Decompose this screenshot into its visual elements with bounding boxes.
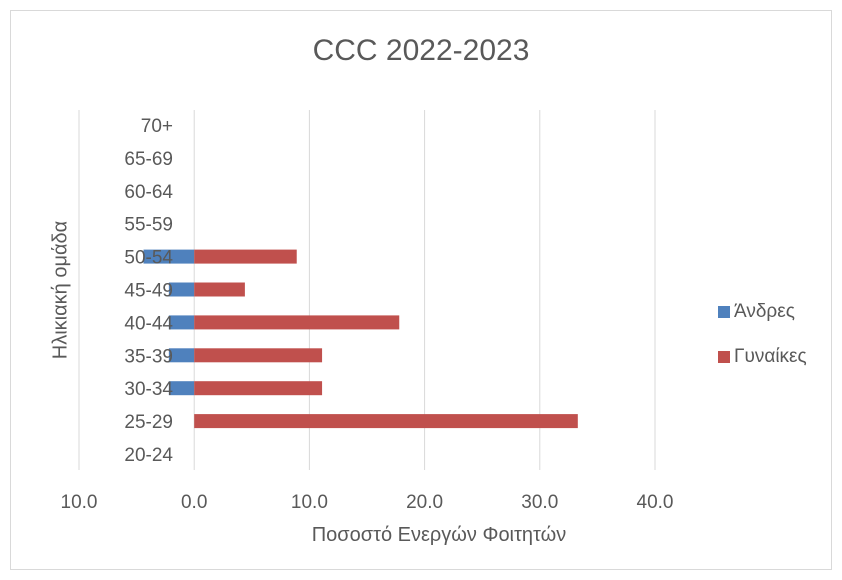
bar-women <box>194 348 323 363</box>
y-tick-label: 70+ <box>141 116 173 137</box>
y-tick-label: 65-69 <box>124 149 173 170</box>
chart-frame <box>10 10 832 570</box>
y-tick-label: 30-34 <box>124 379 173 400</box>
x-tick-label: 10.0 <box>291 492 328 513</box>
bar-men <box>143 249 195 264</box>
legend-swatch-women <box>718 351 730 363</box>
bar-women <box>194 282 245 297</box>
legend-item-men: Άνδρες <box>718 300 807 324</box>
legend-label-men: Άνδρες <box>734 301 795 322</box>
y-tick-label: 60-64 <box>124 182 173 203</box>
x-tick-labels: 10.0 0.0 10.0 20.0 30.0 40.0 <box>61 492 674 513</box>
y-tick-label: 40-44 <box>124 313 173 334</box>
x-tick-label: 30.0 <box>521 492 558 513</box>
y-tick-label: 20-24 <box>124 445 173 466</box>
bar-women <box>194 315 400 330</box>
x-tick-label: 40.0 <box>637 492 674 513</box>
bar-men <box>168 315 195 330</box>
y-tick-label: 45-49 <box>124 281 173 302</box>
y-tick-label: 35-39 <box>124 346 173 367</box>
bars <box>143 249 578 429</box>
bar-women <box>194 414 578 429</box>
x-axis-label: Ποσοστό Ενεργών Φοιτητών <box>311 524 567 546</box>
legend-item-women: Γυναίκες <box>718 345 807 369</box>
y-tick-labels: 20-24 25-29 30-34 35-39 40-44 45-49 50-54 55-59… <box>124 116 173 466</box>
bar-men <box>168 282 195 297</box>
y-tick-label: 55-59 <box>124 215 173 236</box>
chart-title: CCC 2022-2023 <box>312 34 530 67</box>
bar-men <box>168 381 195 396</box>
legend-label-women: Γυναίκες <box>734 346 807 367</box>
legend: Άνδρες Γυναίκες <box>718 300 807 390</box>
y-tick-label: 50-54 <box>124 248 173 269</box>
x-tick-label: 20.0 <box>406 492 443 513</box>
bar-men <box>168 348 195 363</box>
y-tick-label: 25-29 <box>124 412 173 433</box>
x-tick-label: 10.0 <box>61 492 98 513</box>
x-tick-label: 0.0 <box>181 492 207 513</box>
legend-swatch-men <box>718 306 730 318</box>
bar-women <box>194 249 297 264</box>
bar-women <box>194 381 323 396</box>
